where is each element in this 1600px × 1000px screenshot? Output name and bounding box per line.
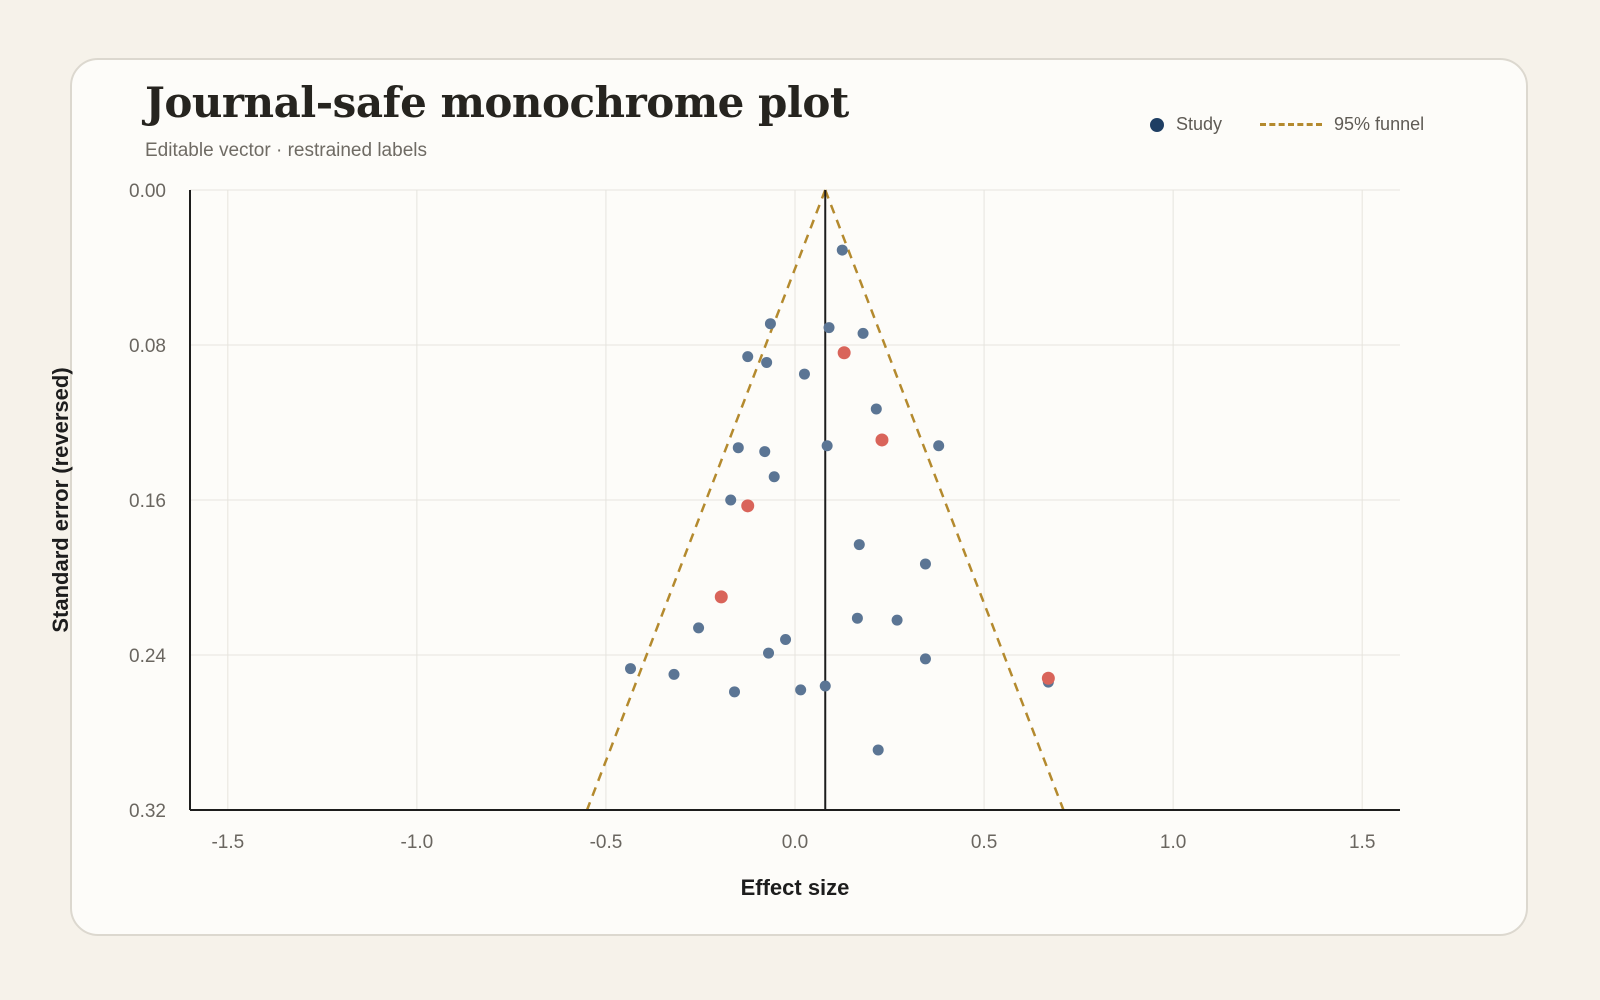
study-point: [821, 440, 833, 452]
x-tick-label: 1.0: [1160, 832, 1186, 853]
x-tick-label: -0.5: [590, 832, 623, 853]
study-point: [851, 612, 863, 624]
study-point: [764, 318, 776, 330]
study-point: [857, 327, 869, 339]
legend: Study 95% funnel: [1150, 114, 1462, 135]
study-point: [853, 539, 865, 551]
study-point: [819, 680, 831, 692]
y-tick-label: 0.08: [129, 336, 166, 357]
legend-study-label: Study: [1176, 114, 1223, 134]
study-point: [693, 622, 705, 634]
legend-funnel-marker: [1260, 123, 1323, 126]
highlighted-study-point: [1041, 671, 1055, 685]
study-point: [836, 244, 848, 256]
y-tick-label: 0.00: [129, 181, 166, 202]
study-point: [891, 614, 903, 626]
study-point: [768, 471, 780, 483]
legend-funnel-label: 95% funnel: [1334, 114, 1425, 134]
study-point: [933, 440, 945, 452]
study-point: [919, 653, 931, 665]
axes: [189, 190, 1400, 811]
study-point: [625, 663, 637, 675]
study-points: [625, 244, 1055, 756]
study-point: [763, 647, 775, 659]
legend-item-study: Study: [1150, 114, 1222, 135]
study-point: [725, 494, 737, 506]
study-point: [780, 634, 792, 645]
x-axis-label: Effect size: [741, 875, 850, 900]
tick-labels: -1.5 -1.0 -0.5 0.0 0.5 1.0 1.5 0.00 0.08 0.16 0.24…: [129, 181, 1375, 853]
y-tick-label: 0.32: [129, 801, 166, 822]
study-point: [872, 744, 884, 756]
x-tick-label: 1.5: [1349, 832, 1375, 853]
x-tick-label: 0.5: [971, 832, 997, 853]
highlighted-study-point: [837, 346, 851, 360]
y-axis-label: Standard error (reversed): [48, 367, 73, 632]
grid-lines: [190, 189, 1400, 811]
chart-title: Journal-safe monochrome plot: [145, 78, 849, 127]
study-point: [668, 668, 680, 680]
study-point: [795, 684, 807, 696]
x-tick-label: -1.0: [401, 832, 434, 853]
y-tick-label: 0.24: [129, 646, 166, 667]
highlighted-study-point: [741, 499, 755, 513]
y-tick-label: 0.16: [129, 491, 166, 512]
study-point: [742, 351, 754, 363]
study-point: [823, 322, 835, 334]
highlighted-study-point: [714, 590, 728, 604]
study-point: [919, 558, 931, 570]
legend-study-marker: [1150, 117, 1164, 132]
study-point: [798, 368, 810, 380]
x-tick-label: 0.0: [782, 832, 808, 853]
study-point: [759, 446, 771, 458]
study-point: [732, 442, 744, 454]
study-point: [761, 356, 773, 368]
legend-item-funnel: 95% funnel: [1260, 114, 1424, 135]
x-tick-label: -1.5: [211, 832, 244, 853]
study-point: [870, 403, 882, 415]
study-point: [729, 686, 740, 698]
chart-card: [70, 58, 1528, 936]
chart-subtitle: Editable vector · restrained labels: [145, 140, 427, 161]
highlighted-study-point: [875, 433, 889, 447]
